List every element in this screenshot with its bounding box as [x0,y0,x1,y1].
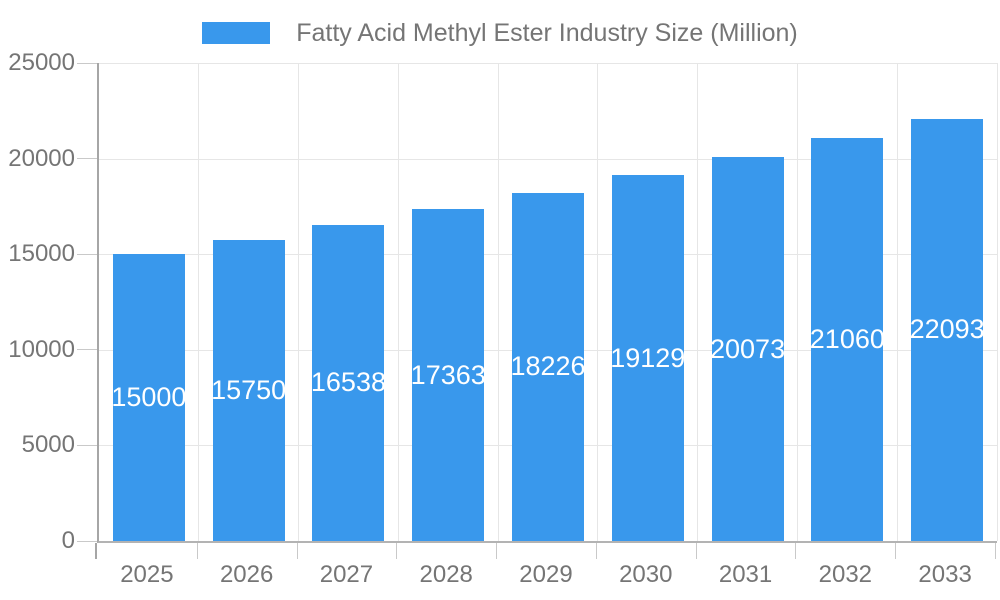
bar-value-label: 22093 [909,314,985,345]
gridline-horizontal [99,158,997,160]
y-axis-label: 10000 [8,335,75,363]
gridline-horizontal [99,63,997,64]
x-axis-label-2030: 2030 [619,561,673,588]
gridline-vertical [796,63,798,541]
y-axis-tick [77,62,97,64]
x-axis-tick [296,543,298,559]
gridline-vertical [996,63,998,541]
bar-value-label: 17363 [410,359,486,390]
legend-swatch-icon [202,22,271,44]
x-axis-label-2033: 2033 [918,561,972,588]
chart-legend[interactable]: Fatty Acid Methyl Ester Industry Size (M… [0,15,1000,51]
gridline-vertical [497,63,499,541]
x-axis-label-2026: 2026 [219,561,274,588]
y-axis-tick [77,253,97,255]
bar-2031: 20073 [710,157,786,541]
gridline-vertical [298,63,300,541]
bar-2033: 22093 [909,118,985,541]
bar-2027: 16538 [310,224,386,541]
x-axis-tick [595,543,597,559]
x-axis-tick [396,543,398,559]
plot-area: 15000 15750 16538 17363 18226 19129 20073 21060… [97,63,998,543]
y-axis-label: 0 [61,527,75,554]
y-axis-tick [77,158,97,160]
bar-2026: 15750 [211,239,287,541]
x-axis-label-2027: 2027 [319,561,374,588]
y-axis-label: 15000 [8,240,75,268]
y-axis-label: 20000 [8,144,75,172]
bar-value-label: 19129 [610,342,686,373]
y-axis-tick [77,349,97,351]
bar-2032: 21060 [809,138,885,541]
bar-2028: 17363 [410,209,486,541]
bar-value-label: 20073 [710,333,786,364]
x-axis-tick [496,543,498,559]
x-axis-tick [695,543,697,559]
bar-value-label: 16538 [310,367,386,398]
y-axis-label: 25000 [8,49,75,76]
y-axis-tick [77,540,97,542]
x-axis-label-2032: 2032 [818,561,873,588]
x-axis-label-2025: 2025 [120,561,174,588]
x-axis-label-2029: 2029 [519,561,573,588]
gridline-vertical [896,63,898,541]
gridline-vertical [397,63,399,541]
bar-2025: 15000 [111,254,187,541]
bar-value-label: 18226 [510,351,586,382]
x-axis-tick [95,543,97,559]
gridline-vertical [198,63,200,541]
gridline-vertical [697,63,699,541]
x-axis-tick [795,543,797,559]
x-axis-tick [196,543,198,559]
y-axis: 0 5000 10000 15000 20000 25000 [0,49,97,554]
legend-label: Fatty Acid Methyl Ester Industry Size (M… [296,18,798,47]
y-axis-label: 5000 [21,431,75,459]
bar-value-label: 21060 [809,324,885,355]
x-axis-tick [895,543,897,559]
x-axis: 2025 2026 2027 2028 2029 2030 2031 2032 2033 [95,543,996,593]
bar-value-label: 15000 [111,382,187,413]
gridline-vertical [597,63,599,541]
bar-value-label: 15750 [211,374,287,405]
x-axis-tick [995,543,996,559]
bar-2030: 19129 [610,175,686,541]
bar-2029: 18226 [510,192,586,541]
y-axis-tick [77,444,97,446]
x-axis-label-2031: 2031 [718,561,773,588]
x-axis-label-2028: 2028 [419,561,473,588]
